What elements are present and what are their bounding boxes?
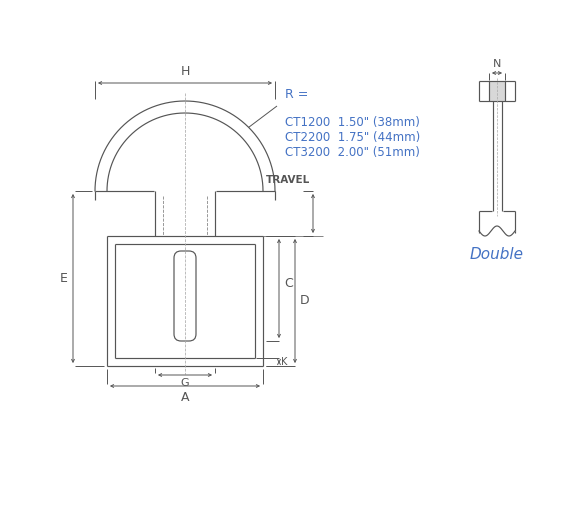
Text: CT1200  1.50" (38mm): CT1200 1.50" (38mm)	[285, 116, 420, 129]
Text: D: D	[300, 294, 309, 307]
Text: E: E	[60, 272, 68, 285]
Text: TRAVEL: TRAVEL	[266, 175, 310, 185]
Bar	[489, 81, 505, 101]
Text: CT2200  1.75" (44mm): CT2200 1.75" (44mm)	[285, 131, 420, 144]
Text: CT3200  2.00" (51mm): CT3200 2.00" (51mm)	[285, 146, 420, 159]
Text: A: A	[181, 391, 189, 404]
Text: K: K	[281, 357, 287, 367]
Text: G: G	[180, 378, 190, 388]
Text: H: H	[180, 65, 190, 78]
Text: R =: R =	[285, 88, 308, 101]
Text: Double: Double	[470, 247, 524, 262]
Text: C: C	[284, 277, 293, 290]
Text: N: N	[493, 59, 501, 69]
